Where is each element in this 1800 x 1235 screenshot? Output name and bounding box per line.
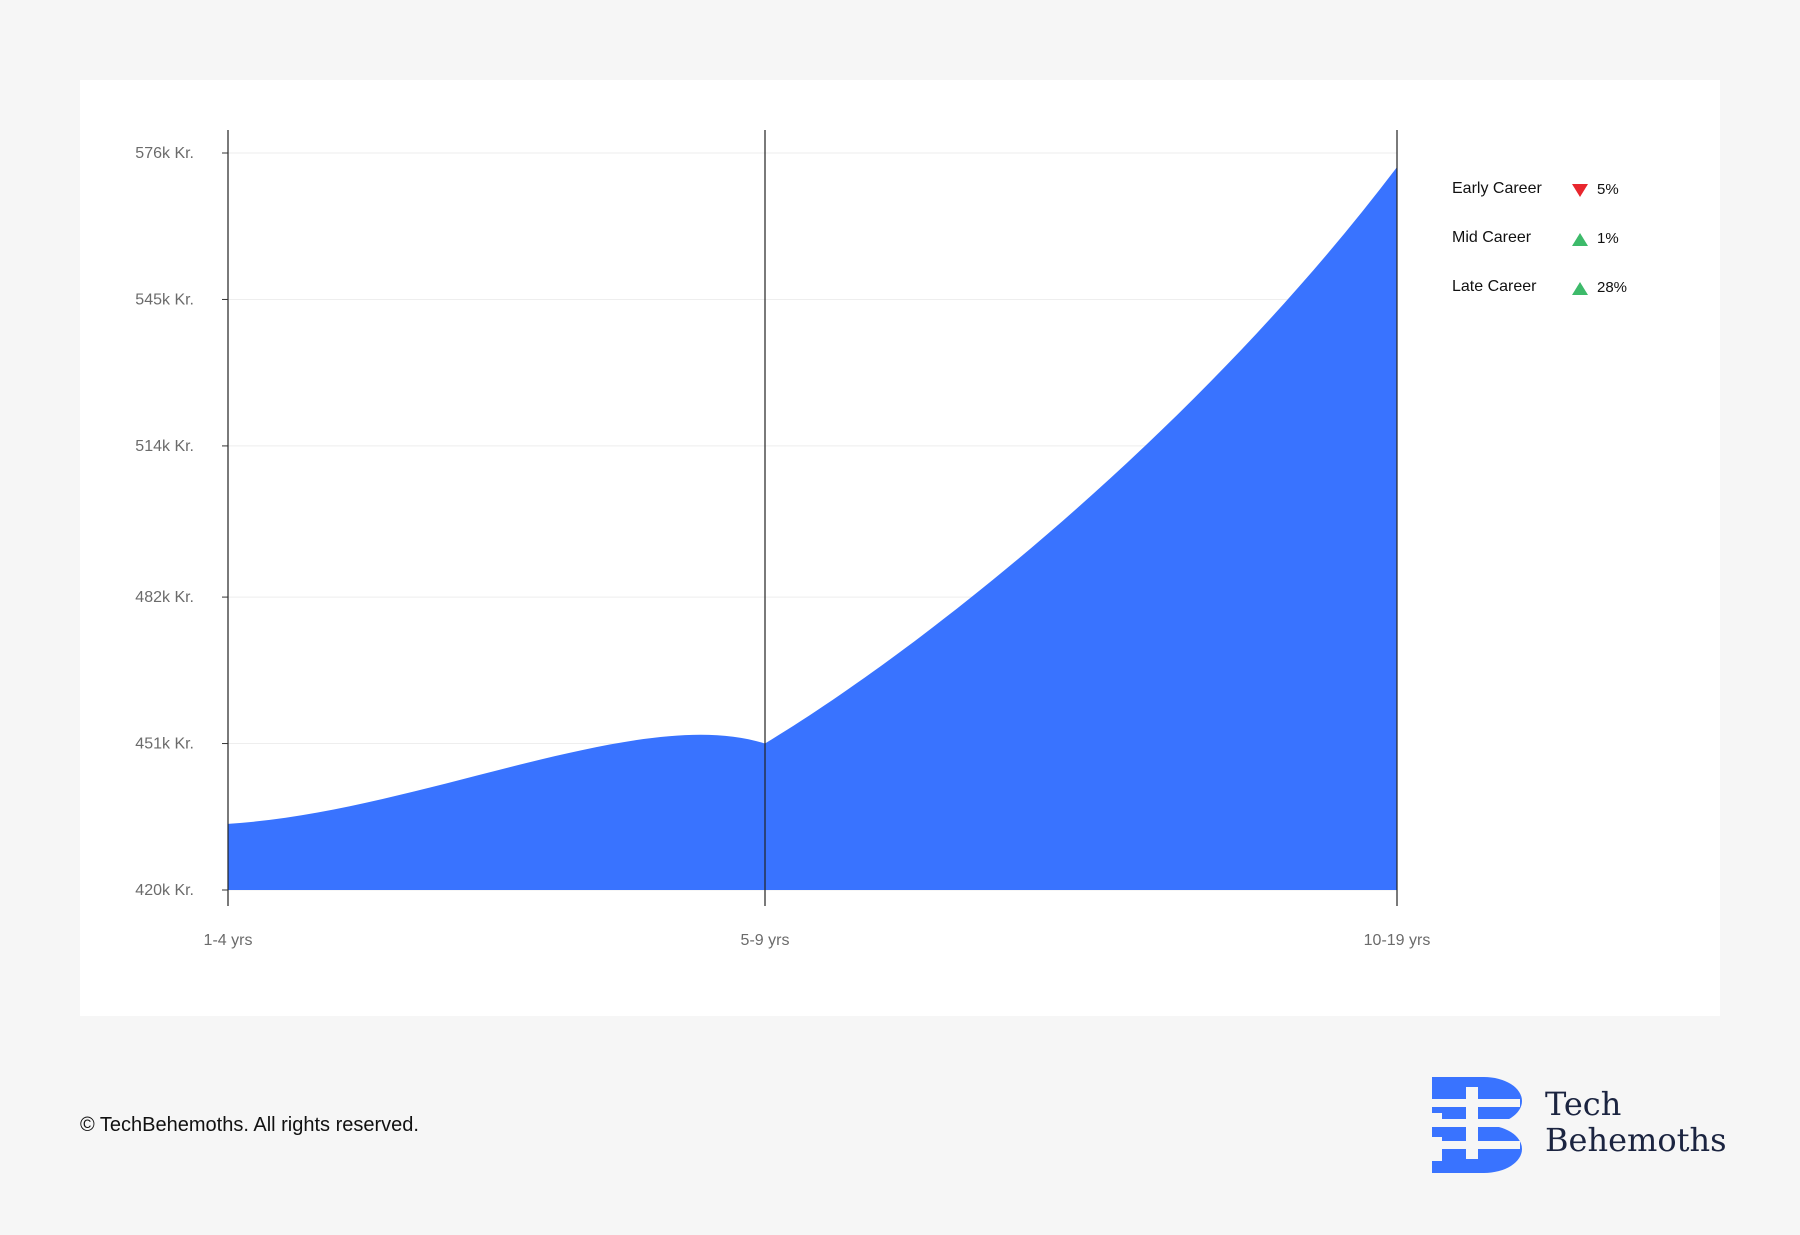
down-arrow-icon: [1572, 184, 1588, 197]
x-axis-ticks: 1-4 yrs 5-9 yrs 10-19 yrs: [204, 932, 1431, 949]
legend-value: 28%: [1597, 279, 1628, 296]
copyright-text: © TechBehemoths. All rights reserved.: [80, 1114, 419, 1136]
y-tick-label: 576k Kr.: [135, 145, 194, 162]
brand-name: Tech Behemoths: [1545, 1086, 1727, 1158]
legend-label: Early Career: [1452, 180, 1542, 197]
legend-value: 5%: [1597, 181, 1619, 198]
up-arrow-icon: [1572, 282, 1588, 295]
legend-value: 1%: [1597, 230, 1619, 247]
y-tick-label: 420k Kr.: [135, 882, 194, 899]
y-axis-ticks: 420k Kr. 451k Kr. 482k Kr. 514k Kr. 545k Kr.…: [135, 145, 228, 899]
area-series-fill: [228, 167, 1397, 890]
y-tick-label: 514k Kr.: [135, 438, 194, 455]
category-lines: [227, 130, 1398, 906]
y-tick-label: 451k Kr.: [135, 736, 194, 753]
x-tick-label: 10-19 yrs: [1364, 932, 1431, 949]
y-tick-label: 545k Kr.: [135, 291, 194, 308]
y-tick-label: 482k Kr.: [135, 589, 194, 606]
techbehemoths-logo-icon: [1428, 1077, 1522, 1173]
x-tick-label: 1-4 yrs: [204, 932, 253, 949]
up-arrow-icon: [1572, 233, 1588, 246]
x-tick-label: 5-9 yrs: [741, 932, 790, 949]
legend-label: Mid Career: [1452, 229, 1532, 246]
brand-name-line2: Behemoths: [1545, 1121, 1727, 1159]
brand-name-line1: Tech: [1545, 1085, 1622, 1123]
legend-label: Late Career: [1452, 278, 1537, 295]
area-series: [228, 167, 1397, 890]
